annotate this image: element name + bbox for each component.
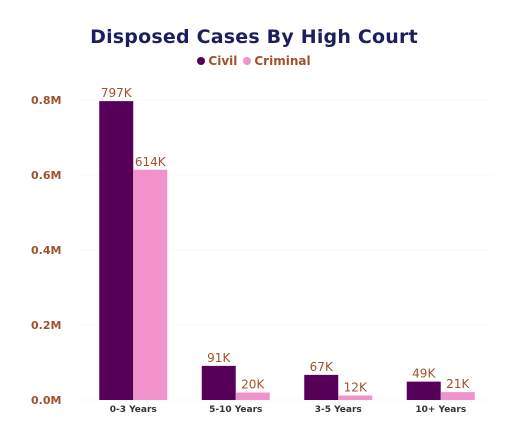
bar-civil[interactable] <box>406 381 441 400</box>
bar-criminal[interactable] <box>235 392 270 401</box>
y-tick-label: 0.6M <box>31 169 61 182</box>
x-tick-label: 5-10 Years <box>209 405 262 415</box>
data-label: 614K <box>135 155 167 169</box>
y-tick-label: 0.4M <box>31 244 61 257</box>
legend-swatch-civil <box>197 57 206 65</box>
data-label: 91K <box>207 351 231 365</box>
data-label: 797K <box>101 86 133 100</box>
x-tick-label: 3-5 Years <box>315 405 362 415</box>
data-label: 21K <box>446 377 470 391</box>
bar-civil[interactable] <box>201 365 236 400</box>
y-tick-label: 0.0M <box>31 394 61 407</box>
bar-criminal[interactable] <box>440 392 475 400</box>
chart-title: Disposed Cases By High Court <box>90 26 418 48</box>
x-tick-label: 10+ Years <box>415 405 466 415</box>
y-tick-label: 0.8M <box>31 94 61 107</box>
legend-label-civil: Civil <box>208 54 238 68</box>
data-label: 20K <box>241 378 265 392</box>
legend-label-criminal: Criminal <box>254 54 311 68</box>
bar-criminal[interactable] <box>338 395 373 401</box>
y-tick-label: 0.2M <box>31 319 61 332</box>
bar-civil[interactable] <box>304 374 339 400</box>
x-tick-label: 0-3 Years <box>110 405 157 415</box>
data-label: 67K <box>310 360 334 374</box>
bar-criminal[interactable] <box>133 169 168 400</box>
data-label: 49K <box>412 367 436 381</box>
legend-item-criminal[interactable]: Criminal <box>243 54 311 68</box>
legend-swatch-criminal <box>243 57 252 65</box>
legend: Civil Criminal <box>0 54 508 68</box>
legend-item-civil[interactable]: Civil <box>197 54 237 68</box>
data-label: 12K <box>344 381 368 395</box>
bar-civil[interactable] <box>99 101 134 400</box>
